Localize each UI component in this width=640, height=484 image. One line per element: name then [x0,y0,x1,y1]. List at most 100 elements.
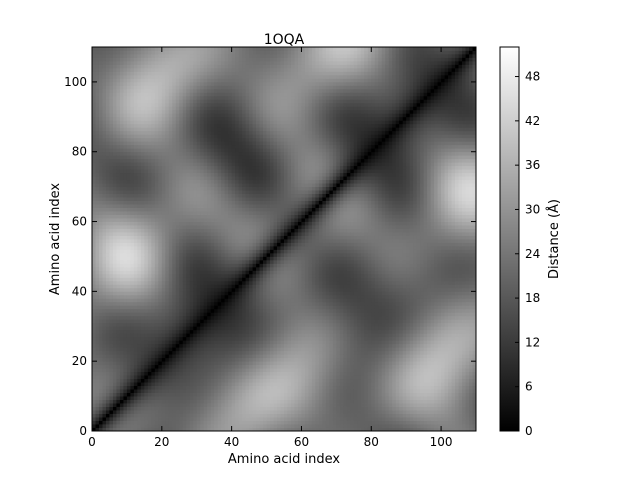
heatmap-cell [116,88,121,93]
heatmap-cell [158,57,163,62]
heatmap-cell [130,116,135,121]
heatmap-cell [242,424,246,428]
heatmap-cell [154,47,159,51]
heatmap-cell [165,354,170,359]
heatmap-cell [112,158,117,163]
heatmap-cell [172,308,177,313]
heatmap-cell [123,102,128,107]
heatmap-cell [238,99,243,104]
heatmap-cell [175,53,180,58]
heatmap-cell [249,329,253,334]
heatmap-cell [179,144,184,149]
heatmap-cell [165,403,170,407]
heatmap-cell [140,375,145,380]
heatmap-cell [154,165,159,170]
heatmap-cell [217,259,222,264]
heatmap-cell [168,85,173,90]
heatmap-cell [92,417,96,421]
heatmap-cell [161,389,166,393]
heatmap-cell [242,85,246,90]
heatmap-cell [196,95,201,100]
heatmap-cell [235,144,240,149]
heatmap-cell [189,218,194,222]
heatmap-cell [105,186,110,191]
heatmap-cell [217,389,222,393]
heatmap-cell [175,109,180,114]
heatmap-cell [172,155,177,160]
heatmap-cell [249,399,253,404]
heatmap-cell [151,127,156,132]
heatmap-cell [151,392,156,397]
heatmap-cell [147,347,152,352]
heatmap-cell [245,116,250,121]
heatmap-cell [224,232,229,236]
heatmap-cell [137,53,142,58]
heatmap-cell [168,249,173,254]
heatmap-cell [182,326,187,331]
heatmap-cell [210,256,215,261]
heatmap-cell [228,85,233,90]
heatmap-cell [210,389,215,393]
heatmap-cell [161,249,166,254]
heatmap-cell [161,270,166,275]
heatmap-cell [112,204,117,208]
heatmap-cell [231,239,236,243]
heatmap-cell [228,179,233,184]
heatmap-cell [224,291,229,296]
heatmap-cell [161,232,166,236]
heatmap-cell [221,155,226,160]
heatmap-cell [179,382,184,387]
heatmap-cell [102,375,107,380]
heatmap-cell [112,312,117,317]
heatmap-cell [186,361,191,366]
heatmap-cell [144,155,149,160]
heatmap-cell [193,95,198,100]
heatmap-cell [92,64,96,69]
heatmap-cell [186,403,191,407]
heatmap-cell [238,305,243,310]
heatmap-cell [112,74,117,79]
heatmap-cell [140,291,145,296]
heatmap-cell [168,151,173,156]
heatmap-cell [109,336,114,341]
heatmap-cell [147,102,152,107]
heatmap-cell [214,200,219,205]
heatmap-cell [217,350,222,355]
heatmap-cell [193,102,198,107]
heatmap-cell [172,322,177,327]
heatmap-cell [217,141,222,146]
heatmap-cell [151,141,156,146]
heatmap-cell [196,371,201,376]
heatmap-cell [144,228,149,233]
heatmap-cell [221,92,226,97]
heatmap-cell [221,127,226,132]
heatmap-cell [179,305,184,310]
heatmap-cell [221,263,226,268]
heatmap-cell [116,85,121,90]
heatmap-cell [224,218,229,222]
heatmap-cell [200,137,205,142]
heatmap-cell [140,116,145,121]
heatmap-cell [161,312,166,317]
heatmap-cell [105,333,110,338]
heatmap-cell [182,343,187,348]
heatmap-cell [196,148,201,153]
heatmap-cell [158,354,163,359]
heatmap-cell [119,186,124,191]
heatmap-cell [161,176,166,181]
heatmap-cell [193,221,198,226]
heatmap-cell [133,64,138,69]
heatmap-cell [116,382,121,387]
heatmap-cell [203,193,208,198]
heatmap-cell [137,155,142,160]
heatmap-cell [193,158,198,163]
heatmap-cell [203,92,208,97]
heatmap-cell [186,420,191,425]
heatmap-cell [151,53,156,58]
heatmap-cell [158,319,163,324]
heatmap-cell [119,99,124,104]
heatmap-cell [102,329,107,334]
heatmap-cell [165,106,170,111]
heatmap-cell [95,221,100,226]
heatmap-cell [140,280,145,285]
